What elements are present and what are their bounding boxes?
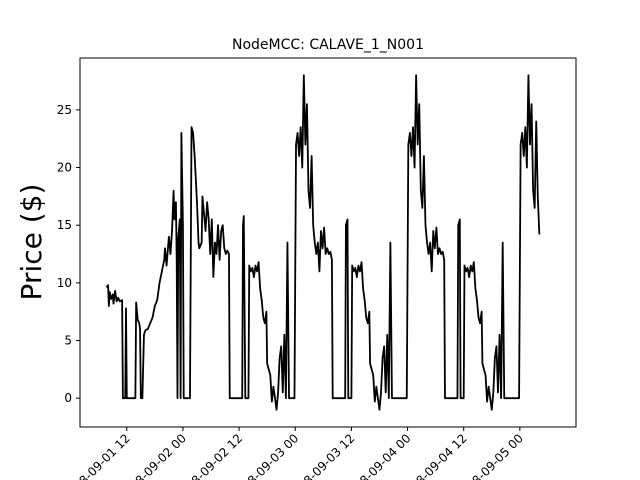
- y-tick-label: 25: [57, 103, 72, 117]
- axes-frame: [79, 57, 577, 428]
- y-tick-label: 15: [57, 218, 72, 232]
- y-axis-label: Price ($): [15, 184, 48, 301]
- chart-title: NodeMCC: CALAVE_1_N001: [232, 37, 424, 53]
- price-series-line: [105, 74, 541, 411]
- y-tick-label: 10: [57, 276, 72, 290]
- y-tick-label: 20: [57, 161, 72, 175]
- y-axis: 0 5 10 15 20 25: [57, 103, 80, 405]
- plot-area: [105, 74, 541, 411]
- y-tick-label: 0: [64, 391, 72, 405]
- y-tick-label: 5: [64, 334, 72, 348]
